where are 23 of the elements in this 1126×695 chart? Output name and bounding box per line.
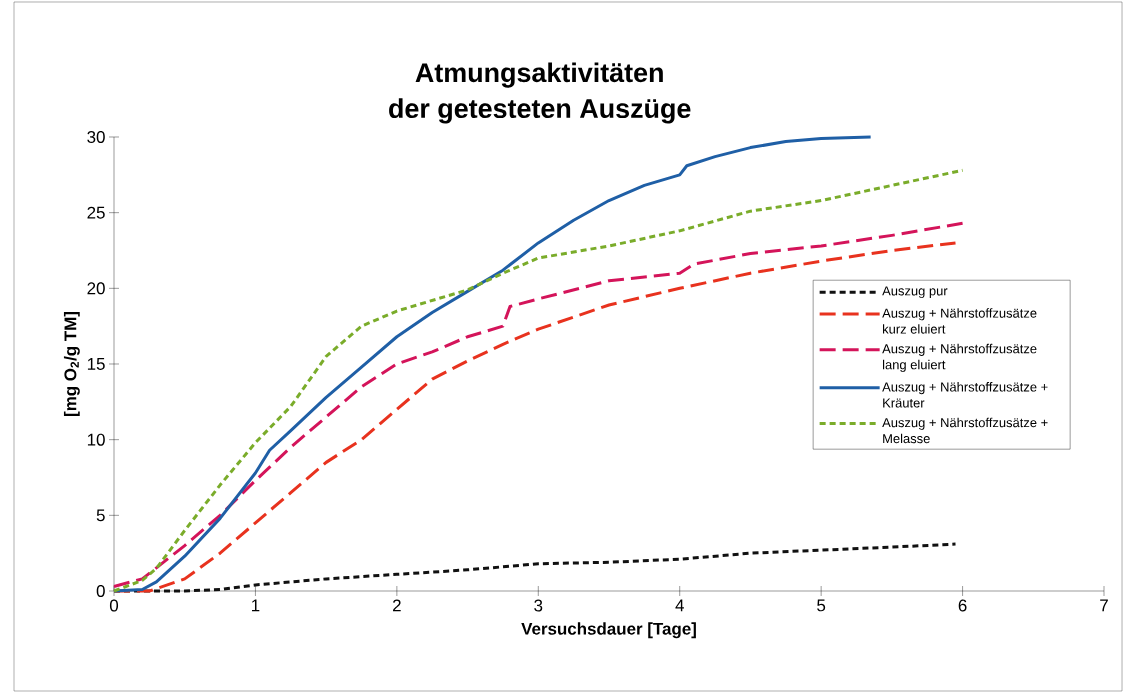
chart-title: Atmungsaktivitäten der getesteten Auszüge <box>389 62 691 124</box>
x-axis-title: Versuchsdauer [Tage] <box>521 622 696 639</box>
y-tick-label: 25 <box>87 206 105 219</box>
x-tick-label: 3 <box>534 599 543 612</box>
legend-label: Auszug + Nährstoffzusätze + Melasse <box>882 417 1048 444</box>
y-tick-label: 30 <box>87 131 105 143</box>
legend-label: Auszug pur <box>882 286 948 299</box>
y-tick-label: 15 <box>87 358 105 370</box>
y-tick-label: 20 <box>87 282 105 295</box>
x-tick-label: 5 <box>817 599 826 612</box>
x-tick-label: 7 <box>1100 599 1108 612</box>
y-tick-label: 5 <box>96 509 105 522</box>
x-tick-label: 2 <box>393 599 401 612</box>
y-axis-title: [mg O$_{2}$/g TM] <box>63 312 80 416</box>
x-tick-label: 0 <box>109 599 119 612</box>
y-tick-label: 10 <box>87 433 105 446</box>
x-tick-label: 1 <box>252 599 260 612</box>
x-tick-label: 4 <box>675 599 684 612</box>
legend-label: Auszug + Nährstoffzusätze lang eluiert <box>882 343 1037 372</box>
legend-label: Auszug + Nährstoffzusätze + Kräuter <box>882 382 1048 408</box>
y-tick-label: 0 <box>96 585 105 597</box>
legend-label: Auszug + Nährstoffzusätze kurz eluiert <box>882 308 1037 334</box>
x-tick-label: 6 <box>958 599 967 612</box>
